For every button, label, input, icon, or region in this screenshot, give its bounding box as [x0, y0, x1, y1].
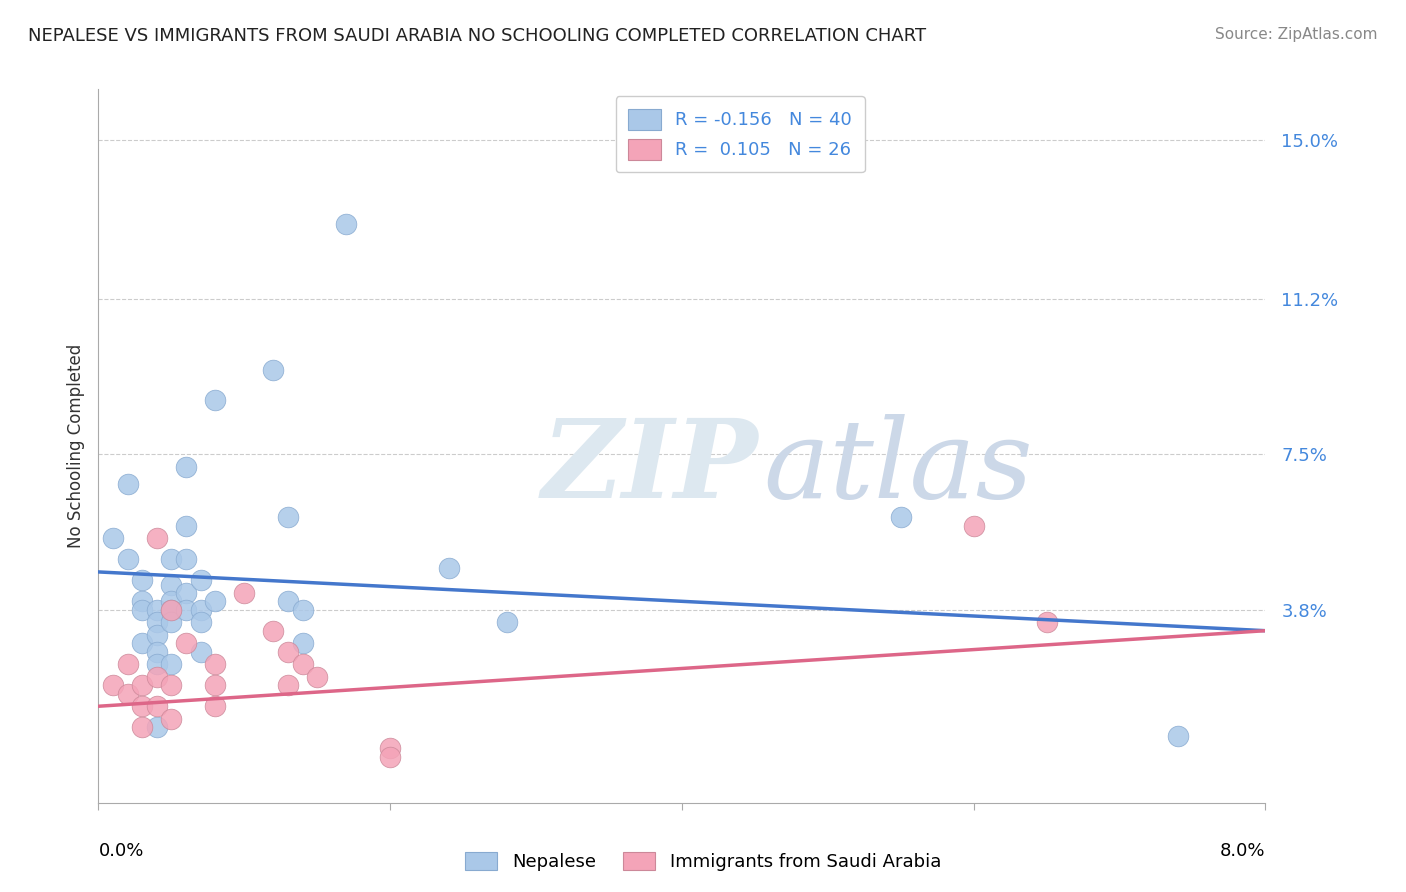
Point: [160, 678, 183, 692]
Point: [146, 699, 169, 714]
Legend: Nepalese, Immigrants from Saudi Arabia: Nepalese, Immigrants from Saudi Arabia: [457, 845, 949, 879]
Point: [291, 636, 314, 650]
Point: [131, 594, 153, 608]
Point: [146, 720, 169, 734]
Point: [1035, 615, 1057, 630]
Point: [204, 657, 226, 672]
Point: [174, 552, 197, 566]
Point: [117, 476, 139, 491]
Point: [277, 645, 299, 659]
Point: [174, 586, 197, 600]
Point: [496, 615, 519, 630]
Point: [160, 712, 183, 726]
Point: [160, 577, 183, 591]
Point: [190, 645, 212, 659]
Point: [117, 687, 139, 701]
Point: [335, 217, 357, 231]
Point: [174, 518, 197, 533]
Point: [174, 636, 197, 650]
Point: [437, 560, 460, 574]
Point: [190, 615, 212, 630]
Point: [101, 678, 124, 692]
Point: [117, 552, 139, 566]
Point: [1167, 729, 1189, 743]
Point: [190, 574, 212, 588]
Point: [117, 657, 139, 672]
Point: [277, 594, 299, 608]
Text: Source: ZipAtlas.com: Source: ZipAtlas.com: [1215, 27, 1378, 42]
Text: atlas: atlas: [763, 414, 1033, 521]
Text: NEPALESE VS IMMIGRANTS FROM SAUDI ARABIA NO SCHOOLING COMPLETED CORRELATION CHAR: NEPALESE VS IMMIGRANTS FROM SAUDI ARABIA…: [28, 27, 927, 45]
Point: [204, 392, 226, 407]
Point: [101, 532, 124, 546]
Point: [146, 603, 169, 617]
Point: [262, 363, 284, 377]
Point: [146, 532, 169, 546]
Point: [146, 615, 169, 630]
Point: [291, 657, 314, 672]
Text: ZIP: ZIP: [541, 414, 758, 521]
Point: [307, 670, 329, 684]
Point: [380, 749, 402, 764]
Point: [146, 670, 169, 684]
Point: [890, 510, 912, 524]
Point: [146, 645, 169, 659]
Point: [204, 594, 226, 608]
Y-axis label: No Schooling Completed: No Schooling Completed: [66, 344, 84, 548]
Point: [962, 518, 984, 533]
Point: [146, 657, 169, 672]
Point: [131, 636, 153, 650]
Point: [131, 574, 153, 588]
Point: [277, 510, 299, 524]
Point: [204, 699, 226, 714]
Point: [277, 678, 299, 692]
Point: [291, 603, 314, 617]
Legend: R = -0.156   N = 40, R =  0.105   N = 26: R = -0.156 N = 40, R = 0.105 N = 26: [616, 96, 865, 172]
Point: [160, 615, 183, 630]
Point: [174, 460, 197, 475]
Point: [131, 678, 153, 692]
Point: [190, 603, 212, 617]
Text: 8.0%: 8.0%: [1220, 842, 1265, 860]
Point: [131, 603, 153, 617]
Point: [380, 741, 402, 756]
Point: [131, 699, 153, 714]
Point: [131, 720, 153, 734]
Point: [160, 552, 183, 566]
Text: 0.0%: 0.0%: [98, 842, 143, 860]
Point: [262, 624, 284, 638]
Point: [233, 586, 256, 600]
Point: [174, 603, 197, 617]
Point: [160, 603, 183, 617]
Point: [160, 603, 183, 617]
Point: [146, 628, 169, 642]
Point: [160, 594, 183, 608]
Point: [160, 657, 183, 672]
Point: [204, 678, 226, 692]
